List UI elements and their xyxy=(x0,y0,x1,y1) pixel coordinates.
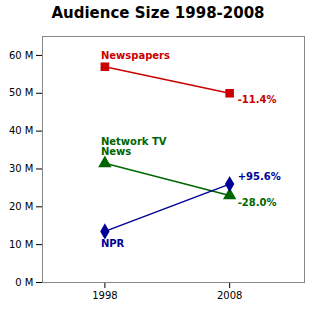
svg-text:10 M: 10 M xyxy=(9,239,34,250)
svg-text:NPR: NPR xyxy=(101,238,125,249)
svg-text:+95.6%: +95.6% xyxy=(238,171,281,182)
svg-text:20 M: 20 M xyxy=(9,201,34,212)
svg-text:-11.4%: -11.4% xyxy=(238,94,277,105)
svg-text:1998: 1998 xyxy=(92,290,117,301)
svg-text:-28.0%: -28.0% xyxy=(238,197,277,208)
html-text:Audience Size 1998-2008: Audience Size 1998-2008 xyxy=(51,4,265,22)
svg-text:0 M: 0 M xyxy=(15,277,33,288)
svg-text:Network TVNews: Network TVNews xyxy=(101,136,167,157)
svg-text:Newspapers: Newspapers xyxy=(101,50,170,61)
svg-text:30 M: 30 M xyxy=(9,163,34,174)
svg-text:2008: 2008 xyxy=(217,290,242,301)
svg-text:50 M: 50 M xyxy=(9,87,34,98)
svg-text:60 M: 60 M xyxy=(9,50,34,61)
svg-text:40 M: 40 M xyxy=(9,125,34,136)
